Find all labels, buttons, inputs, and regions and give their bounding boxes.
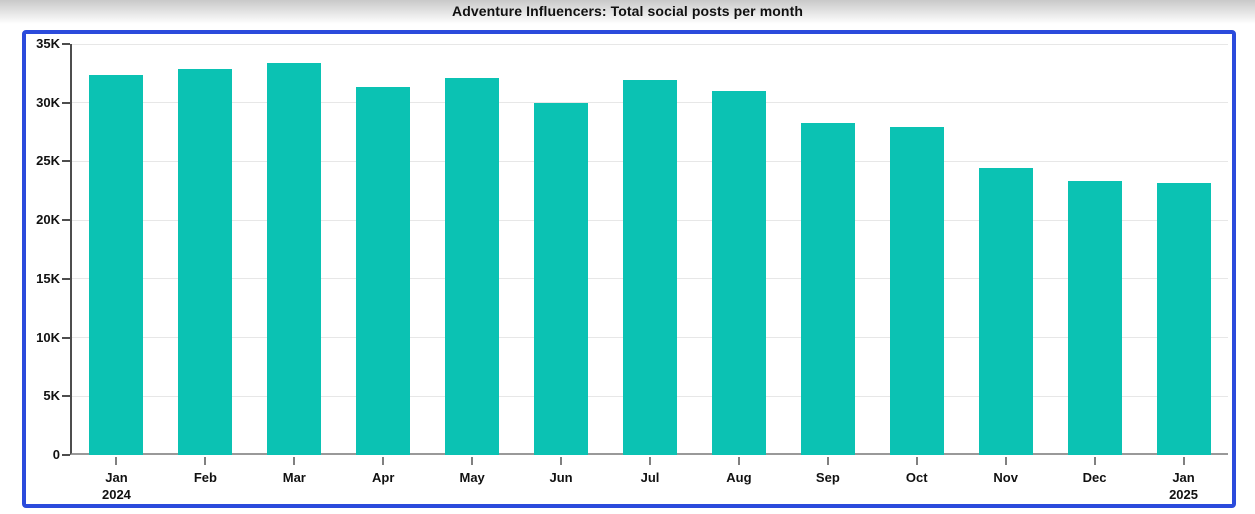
bar-nov-10[interactable] [978,168,1033,455]
y-axis-tick [62,277,70,280]
x-axis-month: Jan [105,470,128,485]
x-axis-tick [382,457,385,465]
bar-oct-9[interactable] [889,127,944,455]
y-axis-label: 10K [36,329,60,345]
x-axis-month: Nov [993,470,1018,485]
window-top-shadow [0,0,1255,24]
x-axis-month: Aug [726,470,752,485]
x-axis-tick [1182,457,1185,465]
y-axis-tick [62,219,70,222]
x-axis-label: Sep [783,469,873,486]
x-axis-label: Dec [1050,469,1140,486]
y-axis-tick [62,395,70,398]
y-axis-tick [62,454,70,456]
y-axis-tick [62,336,70,339]
gridline [72,43,1228,45]
x-axis-label: Aug [694,469,784,486]
bar-jan-0[interactable] [89,74,144,455]
x-axis-label: Jun [516,469,606,486]
y-axis-tick [62,101,70,104]
bar-may-4[interactable] [445,78,500,455]
chart-title: Adventure Influencers: Total social post… [451,3,803,19]
y-axis-label: 35K [36,36,60,51]
x-axis-label: Mar [249,469,339,486]
x-axis-label: Jan 2025 [1139,469,1229,503]
x-axis-month: Mar [282,470,306,485]
x-axis-month: Feb [193,470,217,485]
x-axis-tick [115,457,118,465]
bar-aug-7[interactable] [711,90,766,455]
x-axis-label: Nov [961,469,1051,486]
x-axis-tick [204,457,207,465]
x-axis-month: Apr [372,470,395,485]
x-axis-label: Apr [338,469,428,486]
x-axis-month: Jul [640,470,660,485]
x-axis-label: May [427,469,517,486]
bar-mar-2[interactable] [267,62,322,455]
bar-dec-11[interactable] [1067,181,1122,455]
x-axis-tick [1093,457,1096,465]
y-axis-label: 25K [36,153,60,169]
plot-area [70,43,1228,455]
x-axis-month: Sep [815,470,840,485]
y-axis-label: 15K [36,270,60,286]
x-axis-month: Oct [905,470,928,485]
x-axis-month: Jan [1172,470,1195,485]
bar-apr-3[interactable] [356,87,411,455]
bar-feb-1[interactable] [178,68,233,455]
x-axis-year: 2024 [101,487,131,502]
x-axis-tick [1004,457,1007,465]
y-axis-label: 20K [36,212,60,228]
x-axis-label: Feb [160,469,250,486]
x-axis-label: Oct [872,469,962,486]
y-axis-tick [62,160,70,163]
x-axis-tick [560,457,563,465]
x-axis-month: Jun [549,470,573,485]
bar-jan-12[interactable] [1156,182,1211,455]
x-axis-label: Jul [605,469,695,486]
x-axis-year: 2025 [1169,487,1198,502]
x-axis-month: Dec [1082,470,1107,485]
bar-jun-5[interactable] [534,102,589,455]
y-axis-label: 0 [52,447,60,462]
bar-jul-6[interactable] [623,80,677,455]
y-axis-tick [62,43,70,45]
bar-sep-8[interactable] [800,122,855,455]
x-axis-tick [293,457,296,465]
x-axis-tick [915,457,918,465]
x-axis-label: Jan 2024 [71,469,161,503]
x-axis-tick [826,457,829,465]
chart-container: 0 5K 10K 15K 20K 25K 30K 35K Jan 2024 Feb Mar Apr May… [22,30,1236,508]
x-axis-tick [649,457,651,465]
x-axis-month: May [459,470,485,485]
y-axis-label: 5K [43,388,60,404]
x-axis-tick [471,457,474,465]
y-axis-label: 30K [36,94,60,110]
x-axis-tick [737,457,740,465]
